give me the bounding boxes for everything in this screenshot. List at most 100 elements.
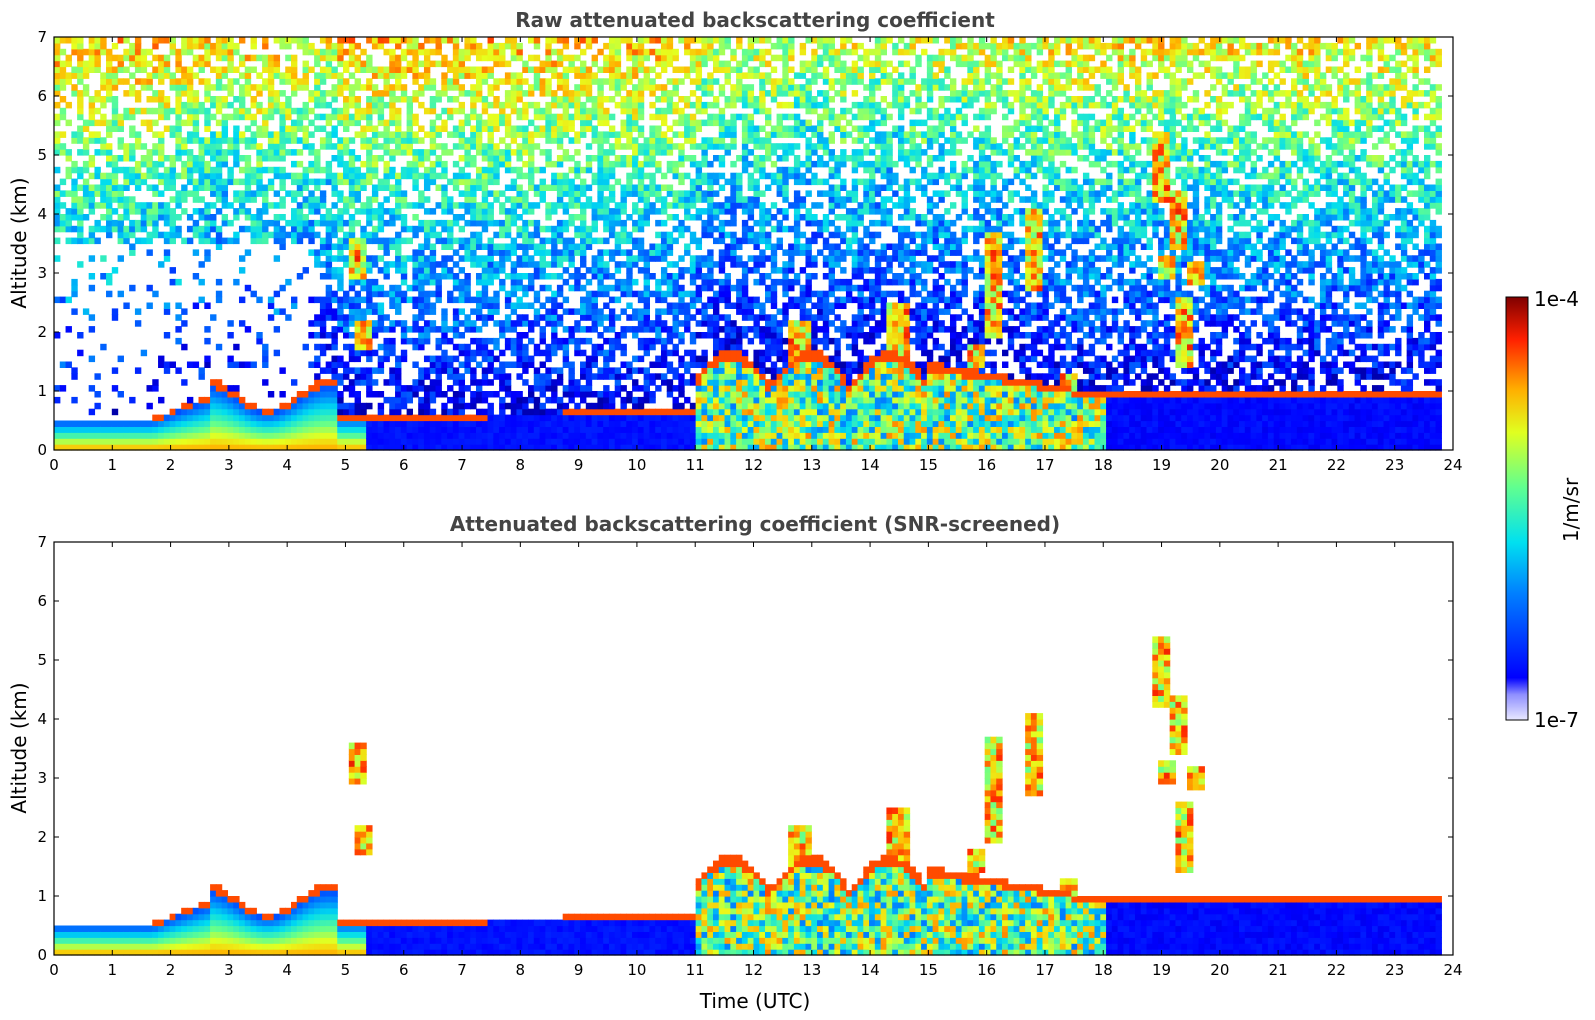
backscatter-cell bbox=[285, 78, 292, 85]
backscatter-cell bbox=[568, 54, 575, 62]
backscatter-cell bbox=[111, 438, 119, 445]
backscatter-cell bbox=[556, 438, 564, 445]
backscatter-cell bbox=[395, 426, 402, 433]
backscatter-cell bbox=[551, 125, 558, 132]
backscatter-cell bbox=[660, 172, 668, 180]
backscatter-cell bbox=[447, 414, 454, 422]
backscatter-cell bbox=[603, 155, 610, 162]
backscatter-cell bbox=[285, 438, 292, 445]
backscatter-cell bbox=[273, 225, 281, 233]
backscatter-cell bbox=[423, 373, 431, 380]
backscatter-cell bbox=[545, 308, 552, 315]
backscatter-cell bbox=[712, 48, 720, 56]
backscatter-cell bbox=[65, 361, 72, 368]
backscatter-cell bbox=[210, 402, 217, 410]
backscatter-cell bbox=[366, 402, 373, 410]
backscatter-cell bbox=[620, 284, 627, 292]
backscatter-cell bbox=[186, 214, 194, 221]
backscatter-cell bbox=[348, 101, 356, 109]
backscatter-cell bbox=[712, 326, 720, 333]
backscatter-cell bbox=[233, 48, 240, 56]
backscatter-cell bbox=[354, 261, 361, 268]
backscatter-cell bbox=[487, 278, 494, 286]
backscatter-cell bbox=[82, 214, 90, 221]
backscatter-cell bbox=[418, 373, 425, 380]
backscatter-cell bbox=[655, 249, 662, 256]
backscatter-cell bbox=[452, 42, 460, 50]
backscatter-cell bbox=[296, 178, 304, 186]
backscatter-cell bbox=[389, 54, 396, 62]
backscatter-cell bbox=[348, 113, 356, 121]
backscatter-cell bbox=[516, 355, 523, 363]
backscatter-cell bbox=[608, 391, 616, 398]
backscatter-cell bbox=[273, 290, 281, 298]
backscatter-cell bbox=[423, 290, 431, 298]
backscatter-cell bbox=[227, 408, 234, 416]
backscatter-cell bbox=[192, 402, 200, 410]
backscatter-cell bbox=[655, 373, 662, 380]
backscatter-cell bbox=[117, 214, 124, 221]
backscatter-cell bbox=[707, 90, 714, 97]
backscatter-cell bbox=[724, 373, 731, 380]
backscatter-cell bbox=[354, 420, 361, 427]
backscatter-cell bbox=[129, 131, 136, 138]
backscatter-cell bbox=[88, 131, 96, 138]
backscatter-cell bbox=[684, 202, 691, 209]
backscatter-cell bbox=[672, 385, 679, 392]
backscatter-cell bbox=[458, 432, 466, 439]
backscatter-cell bbox=[146, 84, 153, 91]
backscatter-cell bbox=[377, 432, 385, 439]
backscatter-cell bbox=[504, 296, 512, 304]
backscatter-cell bbox=[227, 54, 234, 62]
backscatter-cell bbox=[331, 432, 338, 439]
backscatter-cell bbox=[574, 166, 581, 174]
backscatter-cell bbox=[163, 172, 171, 180]
backscatter-cell bbox=[77, 131, 84, 138]
backscatter-cell bbox=[221, 178, 229, 186]
backscatter-cell bbox=[493, 119, 500, 127]
backscatter-cell bbox=[504, 426, 512, 433]
backscatter-cell bbox=[54, 196, 61, 203]
backscatter-cell bbox=[620, 225, 627, 233]
backscatter-cell bbox=[181, 408, 188, 416]
backscatter-cell bbox=[337, 78, 344, 85]
backscatter-cell bbox=[678, 444, 685, 451]
backscatter-cell bbox=[210, 178, 217, 186]
backscatter-cell bbox=[718, 391, 726, 398]
backscatter-cell bbox=[510, 208, 518, 215]
backscatter-cell bbox=[331, 155, 338, 162]
backscatter-cell bbox=[580, 190, 587, 197]
backscatter-cell bbox=[712, 278, 720, 286]
backscatter-cell bbox=[198, 101, 205, 109]
backscatter-cell bbox=[389, 408, 396, 416]
backscatter-cell bbox=[233, 237, 240, 245]
backscatter-cell bbox=[672, 326, 679, 333]
backscatter-cell bbox=[464, 426, 471, 433]
backscatter-cell bbox=[146, 155, 153, 162]
backscatter-cell bbox=[65, 208, 72, 215]
backscatter-cell bbox=[429, 143, 437, 150]
backscatter-cell bbox=[626, 290, 633, 298]
backscatter-cell bbox=[423, 107, 431, 115]
backscatter-cell bbox=[204, 42, 211, 50]
backscatter-cell bbox=[435, 219, 442, 227]
backscatter-cell bbox=[707, 190, 714, 197]
backscatter-cell bbox=[279, 166, 286, 174]
backscatter-cell bbox=[262, 414, 269, 422]
backscatter-cell bbox=[204, 255, 211, 262]
backscatter-cell bbox=[649, 125, 656, 132]
backscatter-cell bbox=[366, 267, 373, 274]
backscatter-cell bbox=[614, 101, 622, 109]
backscatter-cell bbox=[585, 113, 593, 121]
backscatter-cell bbox=[337, 255, 344, 262]
backscatter-cell bbox=[458, 237, 466, 245]
backscatter-cell bbox=[314, 60, 321, 68]
backscatter-cell bbox=[129, 196, 136, 203]
backscatter-cell bbox=[603, 408, 610, 416]
backscatter-cell bbox=[325, 72, 333, 79]
backscatter-cell bbox=[215, 42, 223, 50]
backscatter-cell bbox=[291, 432, 298, 439]
backscatter-cell bbox=[452, 396, 460, 404]
backscatter-cell bbox=[441, 37, 448, 44]
backscatter-cell bbox=[614, 444, 622, 451]
